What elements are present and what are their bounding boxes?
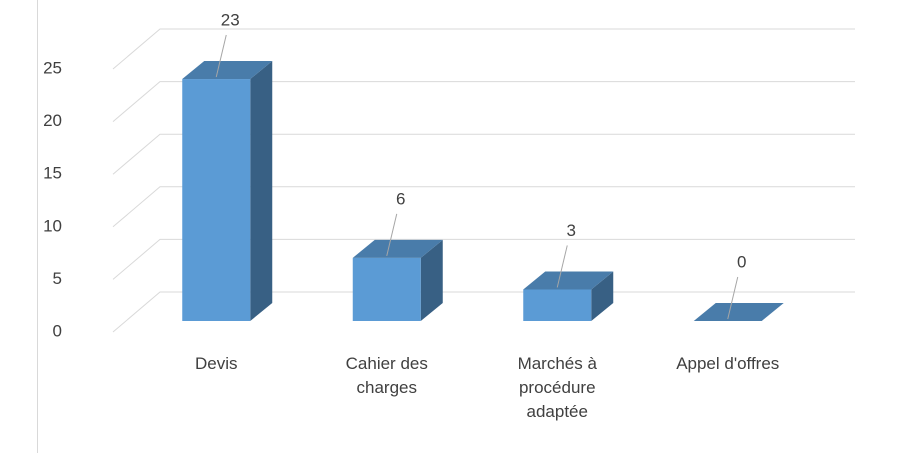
bar-top (352, 239, 443, 258)
data-label: 6 (396, 189, 405, 208)
grid-line (112, 81, 855, 122)
grid-line (112, 186, 855, 228)
grid-line (112, 28, 855, 70)
y-tick-label: 20 (43, 111, 62, 130)
bar-side (250, 61, 273, 321)
grid-line (112, 291, 855, 333)
grid-line (112, 133, 855, 175)
y-tick-label: 15 (43, 164, 62, 183)
leader-line (556, 245, 568, 288)
bar-side (420, 239, 443, 321)
y-tick-label: 0 (53, 321, 62, 340)
leader-line (386, 213, 398, 256)
bar-top (523, 271, 614, 290)
x-tick-label: Cahier des charges (346, 354, 428, 397)
y-tick-label: 25 (43, 58, 62, 77)
leader-line (215, 34, 227, 78)
y-tick-label: 5 (53, 269, 62, 288)
x-tick-label: Marchés à procédure adaptée (518, 354, 598, 421)
bar (352, 257, 421, 321)
data-label: 23 (221, 11, 240, 30)
y-tick-label: 10 (43, 216, 62, 235)
data-label: 3 (567, 221, 576, 240)
bar-side (591, 271, 614, 321)
x-tick-label: Devis (195, 354, 238, 373)
leader-line (727, 276, 739, 320)
bar-top (693, 303, 784, 321)
x-tick-label: Appel d'offres (676, 354, 779, 373)
bar (523, 289, 592, 321)
data-label: 0 (737, 252, 746, 271)
bar-top (182, 61, 273, 80)
grid-line (112, 238, 855, 280)
bar (182, 79, 251, 321)
